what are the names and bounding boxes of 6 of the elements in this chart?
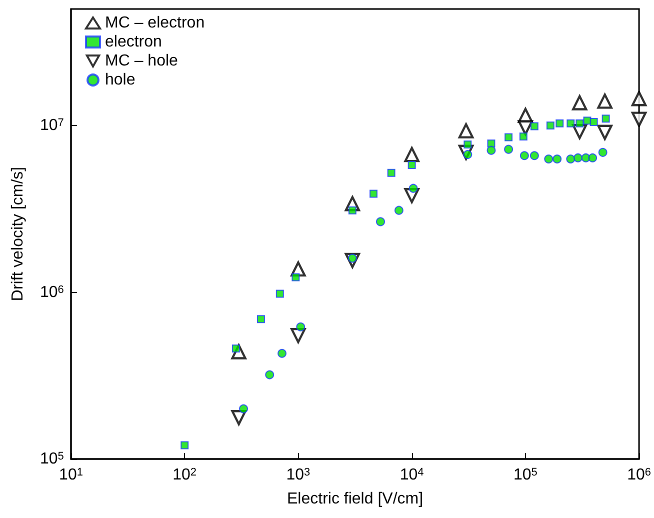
x-axis-title: Electric field [V/cm]: [287, 490, 424, 508]
legend-label: hole: [105, 72, 136, 88]
legend-label: MC – hole: [105, 52, 178, 70]
legend-label: electron: [105, 34, 162, 50]
y-axis-title: Drift velocity [cm/s]: [10, 166, 26, 302]
legend-label: MC – electron: [105, 14, 205, 32]
